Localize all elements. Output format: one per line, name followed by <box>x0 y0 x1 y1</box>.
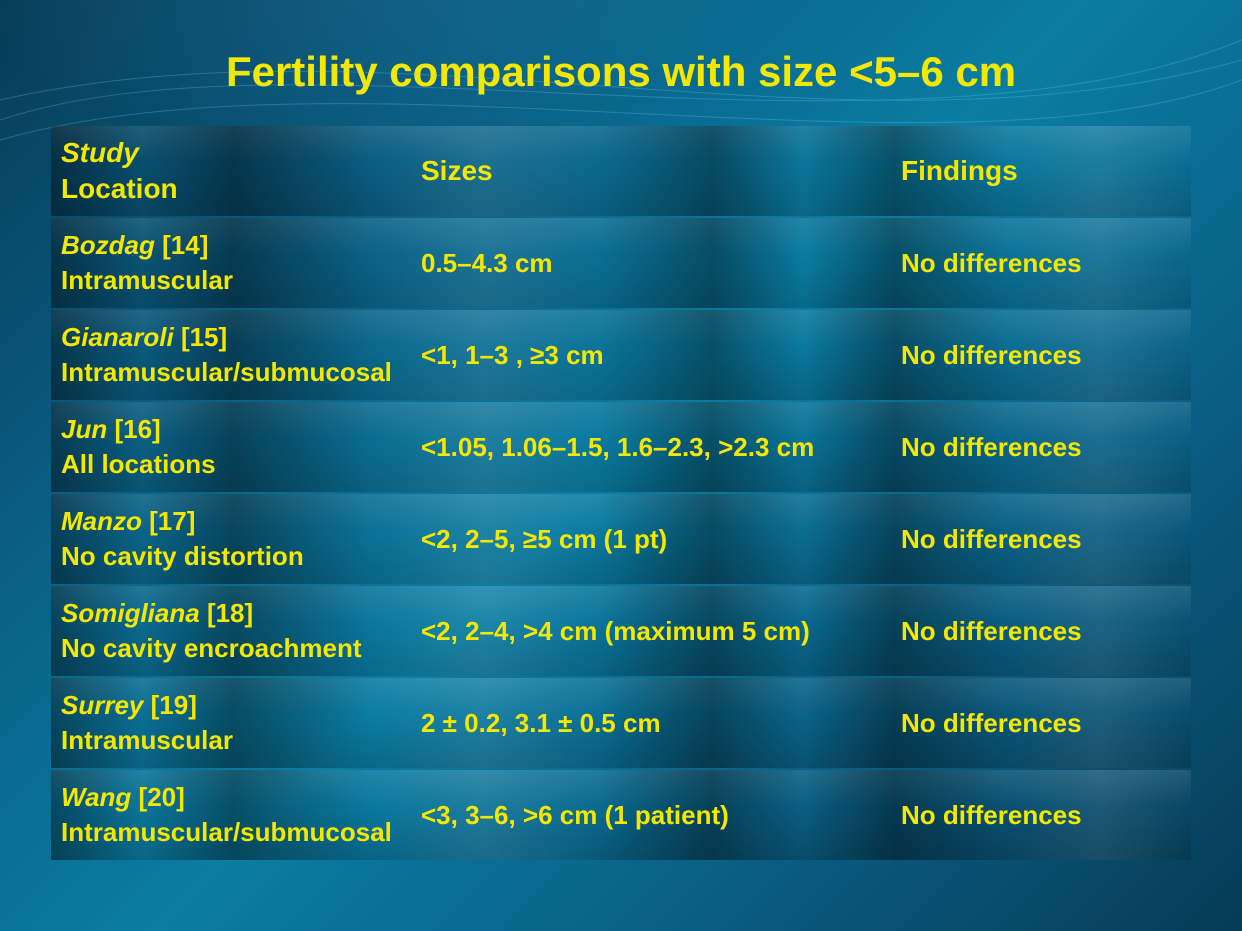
sizes-cell: 2 ± 0.2, 3.1 ± 0.5 cm <box>421 708 901 739</box>
findings-cell: No differences <box>901 524 1201 555</box>
study-location: No cavity encroachment <box>61 633 421 664</box>
study-ref: [16] <box>114 414 160 444</box>
header-findings-label: Findings <box>901 155 1201 187</box>
sizes-cell: <2, 2–5, ≥5 cm (1 pt) <box>421 524 901 555</box>
study-ref: [18] <box>207 598 253 628</box>
study-cell: Surrey [19] Intramuscular <box>61 690 421 756</box>
table-row: Gianaroli [15] Intramuscular/submucosal … <box>51 310 1191 400</box>
study-ref: [14] <box>162 230 208 260</box>
study-name: Somigliana <box>61 598 200 628</box>
study-cell: Wang [20] Intramuscular/submucosal <box>61 782 421 848</box>
study-name: Gianaroli <box>61 322 174 352</box>
study-location: Intramuscular/submucosal <box>61 357 421 388</box>
table-row: Jun [16] All locations <1.05, 1.06–1.5, … <box>51 402 1191 492</box>
study-cell: Somigliana [18] No cavity encroachment <box>61 598 421 664</box>
study-ref: [20] <box>139 782 185 812</box>
header-study-label: Study <box>61 137 421 169</box>
table-row: Manzo [17] No cavity distortion <2, 2–5,… <box>51 494 1191 584</box>
study-name: Bozdag <box>61 230 155 260</box>
table-row: Wang [20] Intramuscular/submucosal <3, 3… <box>51 770 1191 860</box>
study-name: Jun <box>61 414 107 444</box>
comparison-table: Study Location Sizes Findings Bozdag [14… <box>51 126 1191 860</box>
study-location: Intramuscular <box>61 265 421 296</box>
study-cell: Gianaroli [15] Intramuscular/submucosal <box>61 322 421 388</box>
table-row: Somigliana [18] No cavity encroachment <… <box>51 586 1191 676</box>
study-cell: Manzo [17] No cavity distortion <box>61 506 421 572</box>
sizes-cell: <1.05, 1.06–1.5, 1.6–2.3, >2.3 cm <box>421 432 901 463</box>
study-cell: Jun [16] All locations <box>61 414 421 480</box>
study-location: All locations <box>61 449 421 480</box>
study-name: Surrey <box>61 690 143 720</box>
findings-cell: No differences <box>901 248 1201 279</box>
study-ref: [19] <box>151 690 197 720</box>
header-location-label: Location <box>61 173 421 205</box>
findings-cell: No differences <box>901 340 1201 371</box>
study-location: Intramuscular/submucosal <box>61 817 421 848</box>
slide-title: Fertility comparisons with size <5–6 cm <box>0 0 1242 126</box>
sizes-cell: <3, 3–6, >6 cm (1 patient) <box>421 800 901 831</box>
sizes-cell: <1, 1–3 , ≥3 cm <box>421 340 901 371</box>
study-name: Wang <box>61 782 131 812</box>
study-cell: Bozdag [14] Intramuscular <box>61 230 421 296</box>
table-row: Bozdag [14] Intramuscular 0.5–4.3 cm No … <box>51 218 1191 308</box>
findings-cell: No differences <box>901 800 1201 831</box>
study-name: Manzo <box>61 506 142 536</box>
header-sizes-label: Sizes <box>421 155 901 187</box>
sizes-cell: 0.5–4.3 cm <box>421 248 901 279</box>
findings-cell: No differences <box>901 708 1201 739</box>
findings-cell: No differences <box>901 432 1201 463</box>
header-study-location: Study Location <box>61 137 421 205</box>
table-header-row: Study Location Sizes Findings <box>51 126 1191 216</box>
findings-cell: No differences <box>901 616 1201 647</box>
study-ref: [17] <box>149 506 195 536</box>
study-location: No cavity distortion <box>61 541 421 572</box>
study-ref: [15] <box>181 322 227 352</box>
study-location: Intramuscular <box>61 725 421 756</box>
table-row: Surrey [19] Intramuscular 2 ± 0.2, 3.1 ±… <box>51 678 1191 768</box>
sizes-cell: <2, 2–4, >4 cm (maximum 5 cm) <box>421 616 901 647</box>
